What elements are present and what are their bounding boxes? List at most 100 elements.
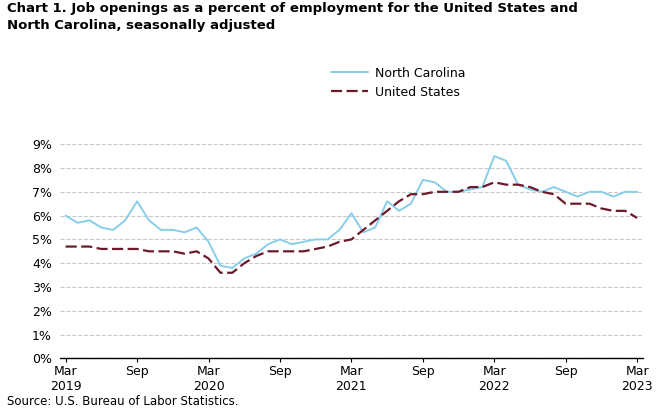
North Carolina (479, 185, 487, 190)
North Carolina (609, 194, 617, 199)
North Carolina (491, 154, 499, 159)
North Carolina (193, 225, 201, 230)
North Carolina (264, 242, 272, 247)
North Carolina (526, 187, 534, 192)
North Carolina (597, 190, 605, 194)
North Carolina (467, 187, 475, 192)
North Carolina (324, 237, 332, 242)
United States (300, 249, 308, 254)
Text: Chart 1. Job openings as a percent of employment for the United States and: Chart 1. Job openings as a percent of em… (7, 2, 577, 15)
United States (514, 182, 522, 187)
North Carolina (359, 230, 367, 235)
United States (288, 249, 296, 254)
United States (181, 251, 189, 256)
Line: United States: United States (66, 182, 637, 273)
United States (502, 182, 510, 187)
United States (633, 215, 641, 220)
United States (597, 206, 605, 211)
United States (371, 218, 379, 223)
United States (133, 246, 141, 251)
United States (609, 208, 617, 213)
North Carolina (383, 199, 391, 204)
United States (585, 201, 593, 206)
North Carolina (455, 190, 463, 194)
North Carolina (240, 256, 248, 261)
United States (335, 239, 343, 244)
North Carolina (407, 201, 415, 206)
United States (228, 270, 236, 275)
United States (86, 244, 93, 249)
United States (252, 254, 260, 259)
United States (276, 249, 284, 254)
North Carolina (395, 208, 403, 213)
United States (491, 180, 499, 185)
North Carolina (252, 251, 260, 256)
United States (347, 237, 355, 242)
North Carolina (288, 242, 296, 247)
United States (562, 201, 570, 206)
North Carolina (276, 237, 284, 242)
North Carolina (216, 263, 224, 268)
North Carolina (562, 190, 570, 194)
Legend: North Carolina, United States: North Carolina, United States (331, 67, 465, 99)
North Carolina (74, 220, 82, 225)
United States (431, 190, 439, 194)
United States (538, 190, 546, 194)
United States (264, 249, 272, 254)
United States (467, 185, 475, 190)
Text: North Carolina, seasonally adjusted: North Carolina, seasonally adjusted (7, 19, 275, 32)
North Carolina (419, 178, 427, 183)
North Carolina (62, 213, 70, 218)
United States (157, 249, 165, 254)
North Carolina (633, 190, 641, 194)
United States (479, 185, 487, 190)
North Carolina (431, 180, 439, 185)
United States (193, 249, 201, 254)
United States (62, 244, 70, 249)
United States (240, 261, 248, 266)
North Carolina (514, 182, 522, 187)
North Carolina (169, 227, 177, 232)
United States (74, 244, 82, 249)
North Carolina (550, 185, 558, 190)
United States (145, 249, 153, 254)
North Carolina (443, 190, 451, 194)
North Carolina (109, 227, 117, 232)
North Carolina (621, 190, 629, 194)
United States (204, 256, 212, 261)
Line: North Carolina: North Carolina (66, 156, 637, 268)
United States (407, 192, 415, 197)
North Carolina (97, 225, 105, 230)
North Carolina (335, 227, 343, 232)
United States (526, 185, 534, 190)
United States (621, 208, 629, 213)
North Carolina (121, 218, 129, 223)
United States (443, 190, 451, 194)
North Carolina (573, 194, 581, 199)
North Carolina (145, 218, 153, 223)
North Carolina (585, 190, 593, 194)
United States (169, 249, 177, 254)
North Carolina (538, 190, 546, 194)
North Carolina (312, 237, 320, 242)
Text: Source: U.S. Bureau of Labor Statistics.: Source: U.S. Bureau of Labor Statistics. (7, 395, 238, 408)
North Carolina (157, 227, 165, 232)
North Carolina (181, 230, 189, 235)
United States (97, 246, 105, 251)
United States (216, 270, 224, 275)
North Carolina (133, 199, 141, 204)
North Carolina (228, 265, 236, 270)
North Carolina (502, 158, 510, 163)
United States (324, 244, 332, 249)
United States (419, 192, 427, 197)
United States (312, 246, 320, 251)
United States (383, 208, 391, 213)
North Carolina (86, 218, 93, 223)
United States (109, 246, 117, 251)
United States (359, 227, 367, 232)
United States (455, 190, 463, 194)
United States (395, 199, 403, 204)
North Carolina (204, 239, 212, 244)
United States (573, 201, 581, 206)
North Carolina (347, 211, 355, 216)
